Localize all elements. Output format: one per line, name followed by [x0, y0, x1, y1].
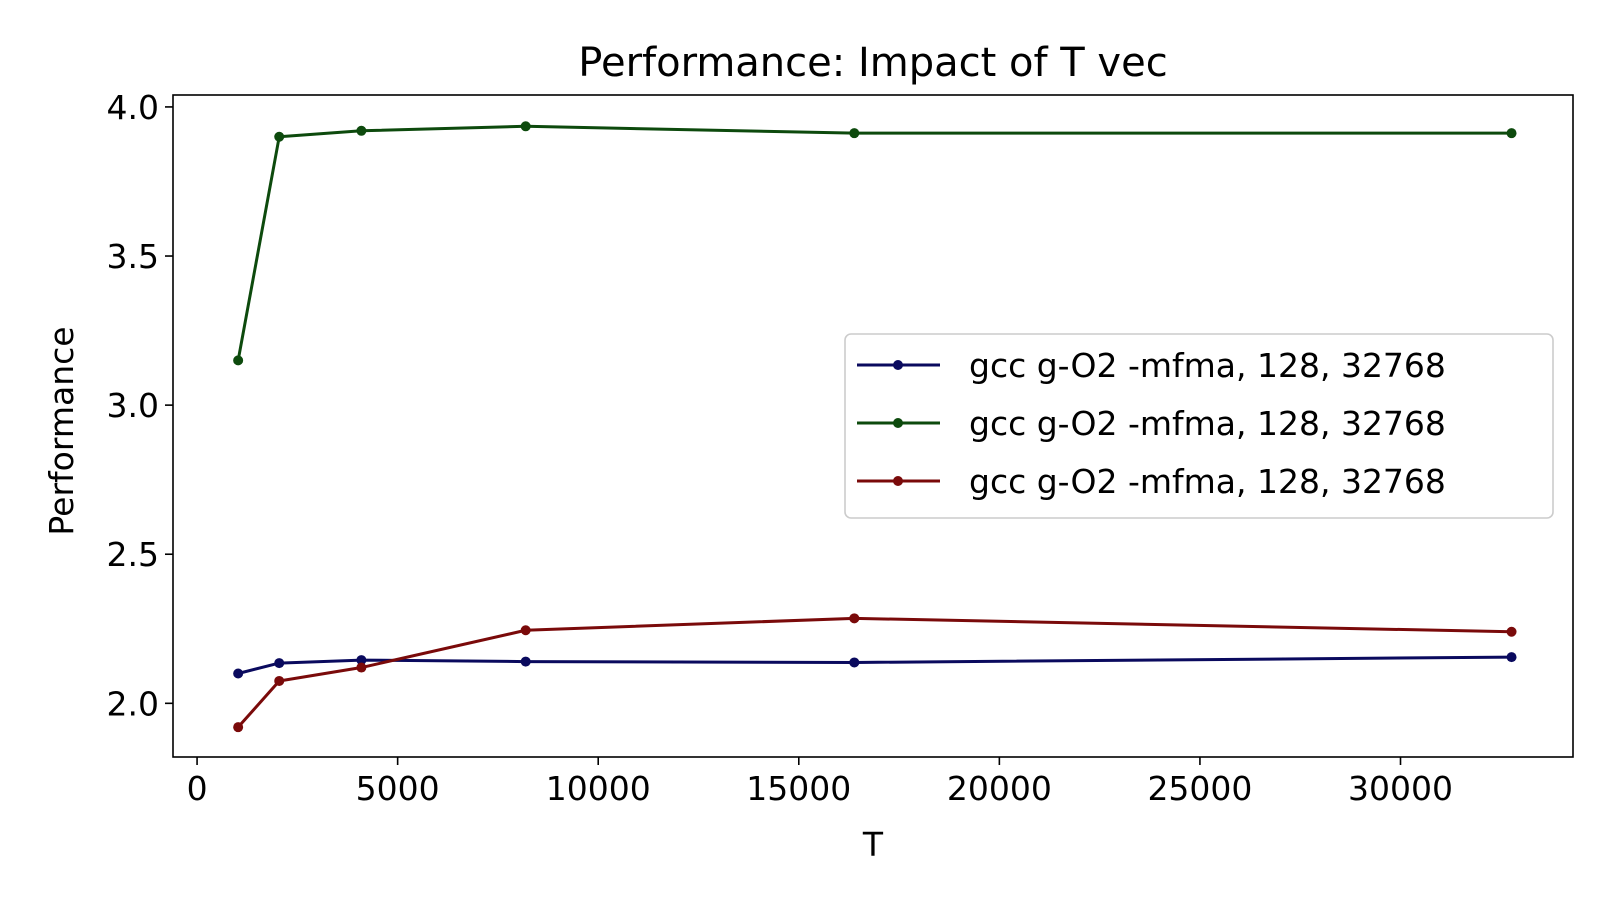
data-point	[356, 655, 367, 666]
x-tick-label: 0	[187, 769, 208, 808]
y-axis: 2.0 2.5 3.0 3.5 4.0	[107, 88, 173, 723]
legend-item: gcc g-O2 -mfma, 128, 32768	[857, 346, 1446, 385]
x-tick-label: 10000	[546, 769, 651, 808]
series-3	[233, 613, 1517, 733]
legend-swatch-marker	[893, 418, 903, 428]
x-tick-label: 5000	[356, 769, 440, 808]
legend-label: gcc g-O2 -mfma, 128, 32768	[969, 404, 1446, 443]
x-tick-label: 20000	[947, 769, 1052, 808]
data-point	[520, 656, 531, 667]
data-point	[849, 613, 860, 624]
data-point	[274, 131, 285, 142]
series-1	[233, 652, 1517, 679]
plot-frame	[172, 94, 1574, 758]
data-point	[233, 722, 244, 733]
y-axis-label: Performance	[42, 326, 81, 535]
data-point	[520, 625, 531, 636]
data-point	[1506, 652, 1517, 663]
data-point	[274, 675, 285, 686]
legend-label: gcc g-O2 -mfma, 128, 32768	[969, 346, 1446, 385]
data-point	[849, 128, 860, 139]
legend-swatch-marker	[893, 360, 903, 370]
x-tick-label: 25000	[1147, 769, 1252, 808]
y-tick-label: 3.5	[107, 237, 159, 276]
series-2	[233, 121, 1517, 366]
legend-box	[844, 333, 1554, 519]
data-point	[274, 658, 285, 669]
data-point	[849, 657, 860, 668]
y-tick-label: 2.0	[107, 684, 159, 723]
legend-item: gcc g-O2 -mfma, 128, 32768	[857, 462, 1446, 501]
data-point	[1506, 128, 1517, 139]
x-axis: 0 5000 10000 15000 20000 25000 30000	[187, 757, 1453, 808]
data-point	[356, 125, 367, 136]
series-line	[236, 124, 1512, 361]
series-layer	[233, 121, 1517, 733]
data-point	[233, 668, 244, 679]
legend-item: gcc g-O2 -mfma, 128, 32768	[857, 404, 1446, 443]
y-tick-label: 3.0	[107, 386, 159, 425]
legend: gcc g-O2 -mfma, 128, 32768 gcc g-O2 -mfma…	[844, 333, 1554, 519]
legend-label: gcc g-O2 -mfma, 128, 32768	[969, 462, 1446, 501]
legend-swatch-marker	[893, 476, 903, 486]
series-line	[237, 655, 1512, 675]
data-point	[1506, 626, 1517, 637]
y-tick-label: 2.5	[107, 535, 159, 574]
data-point	[233, 355, 244, 366]
series-line	[237, 616, 1512, 729]
y-tick-label: 4.0	[107, 88, 159, 127]
x-tick-label: 15000	[746, 769, 851, 808]
x-tick-label: 30000	[1348, 769, 1453, 808]
x-axis-label: T	[862, 825, 884, 864]
data-point	[356, 662, 367, 673]
chart-title: Performance: Impact of T vec	[578, 40, 1167, 86]
data-point	[520, 121, 531, 132]
